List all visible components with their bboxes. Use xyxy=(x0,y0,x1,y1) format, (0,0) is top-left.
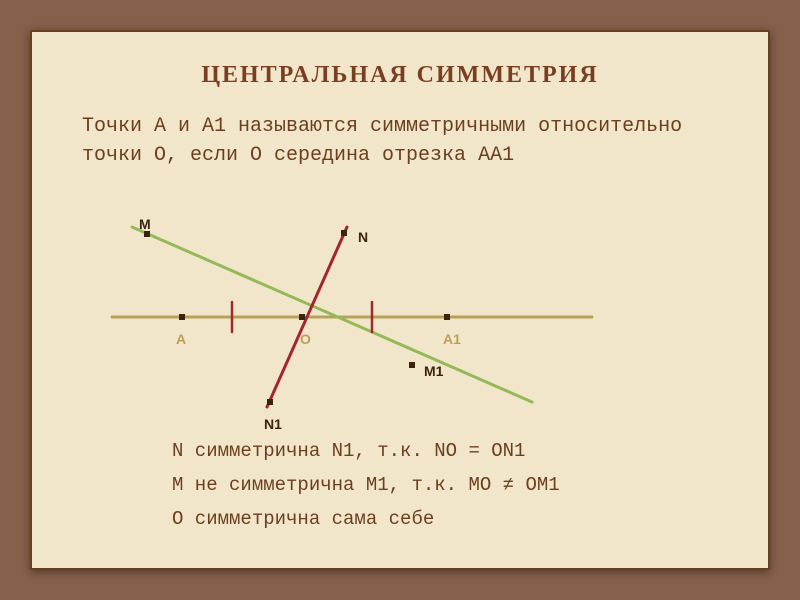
point-A-dot xyxy=(179,314,185,320)
point-N1-label: N1 xyxy=(264,416,282,432)
statement-1: N симметрична N1, т.к. NO = ON1 xyxy=(172,440,525,462)
slide-title: ЦЕНТРАЛЬНАЯ СИММЕТРИЯ xyxy=(32,62,768,89)
statement-3: O симметрична сама себе xyxy=(172,508,434,530)
point-O-label: O xyxy=(300,331,311,347)
slide-outer-frame: ЦЕНТРАЛЬНАЯ СИММЕТРИЯ Точки А и А1 назыв… xyxy=(0,0,800,600)
point-M-label: M xyxy=(139,216,151,232)
point-M1-label: M1 xyxy=(424,363,443,379)
diagram-svg xyxy=(92,207,652,417)
slide: ЦЕНТРАЛЬНАЯ СИММЕТРИЯ Точки А и А1 назыв… xyxy=(30,30,770,570)
point-A1-label: A1 xyxy=(443,331,461,347)
point-N1-dot xyxy=(267,399,273,405)
point-N-dot xyxy=(341,230,347,236)
point-M1-dot xyxy=(409,362,415,368)
point-O-dot xyxy=(299,314,305,320)
statement-2: M не симметрична M1, т.к. MO ≠ OM1 xyxy=(172,474,560,496)
definition-text: Точки А и А1 называются симметричными от… xyxy=(82,112,722,170)
point-A-label: A xyxy=(176,331,186,347)
point-A1-dot xyxy=(444,314,450,320)
symmetry-diagram: A O A1 M M1 N N1 xyxy=(92,207,652,417)
point-N-label: N xyxy=(358,229,368,245)
